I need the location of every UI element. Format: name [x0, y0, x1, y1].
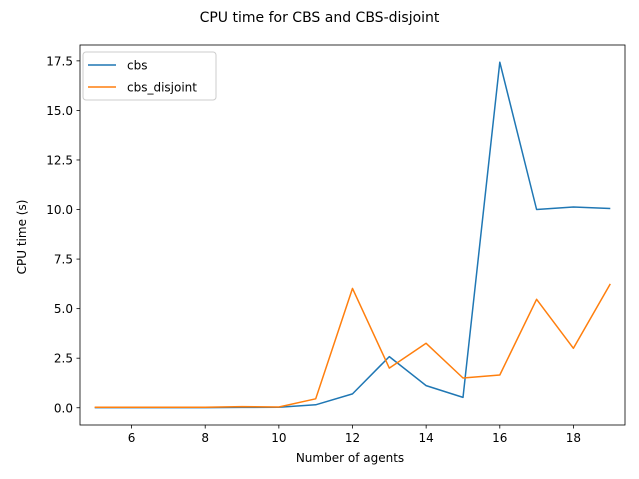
- y-axis-ticks: 0.0 2.5 5.0 7.5 10.0 12.5 15.0 17.5: [46, 54, 80, 415]
- x-tick-label: 12: [345, 431, 360, 445]
- x-axis-label: Number of agents: [296, 451, 404, 465]
- x-tick-label: 10: [271, 431, 286, 445]
- chart-title: CPU time for CBS and CBS-disjoint: [200, 10, 440, 26]
- x-tick-label: 16: [492, 431, 507, 445]
- y-tick-label: 17.5: [46, 54, 73, 68]
- y-tick-label: 0.0: [54, 401, 73, 415]
- x-tick-label: 18: [566, 431, 581, 445]
- legend-label-0: cbs: [127, 59, 147, 73]
- plot-marks: [94, 61, 611, 409]
- y-tick-label: 10.0: [46, 203, 73, 217]
- x-tick-label: 14: [419, 431, 434, 445]
- y-tick-label: 2.5: [54, 352, 73, 366]
- x-tick-label: 6: [128, 431, 136, 445]
- x-axis-ticks: 6 8 10 12 14 16 18: [128, 425, 581, 445]
- series-line-1: [94, 283, 611, 408]
- legend-frame: [82, 51, 217, 101]
- y-tick-label: 12.5: [46, 153, 73, 167]
- y-axis-label: CPU time (s): [15, 200, 29, 275]
- x-tick-label: 8: [201, 431, 209, 445]
- y-tick-label: 5.0: [54, 302, 73, 316]
- legend-label-1: cbs_disjoint: [127, 81, 197, 95]
- legend: cbs cbs_disjoint: [82, 51, 217, 101]
- y-tick-label: 15.0: [46, 104, 73, 118]
- y-tick-label: 7.5: [54, 253, 73, 267]
